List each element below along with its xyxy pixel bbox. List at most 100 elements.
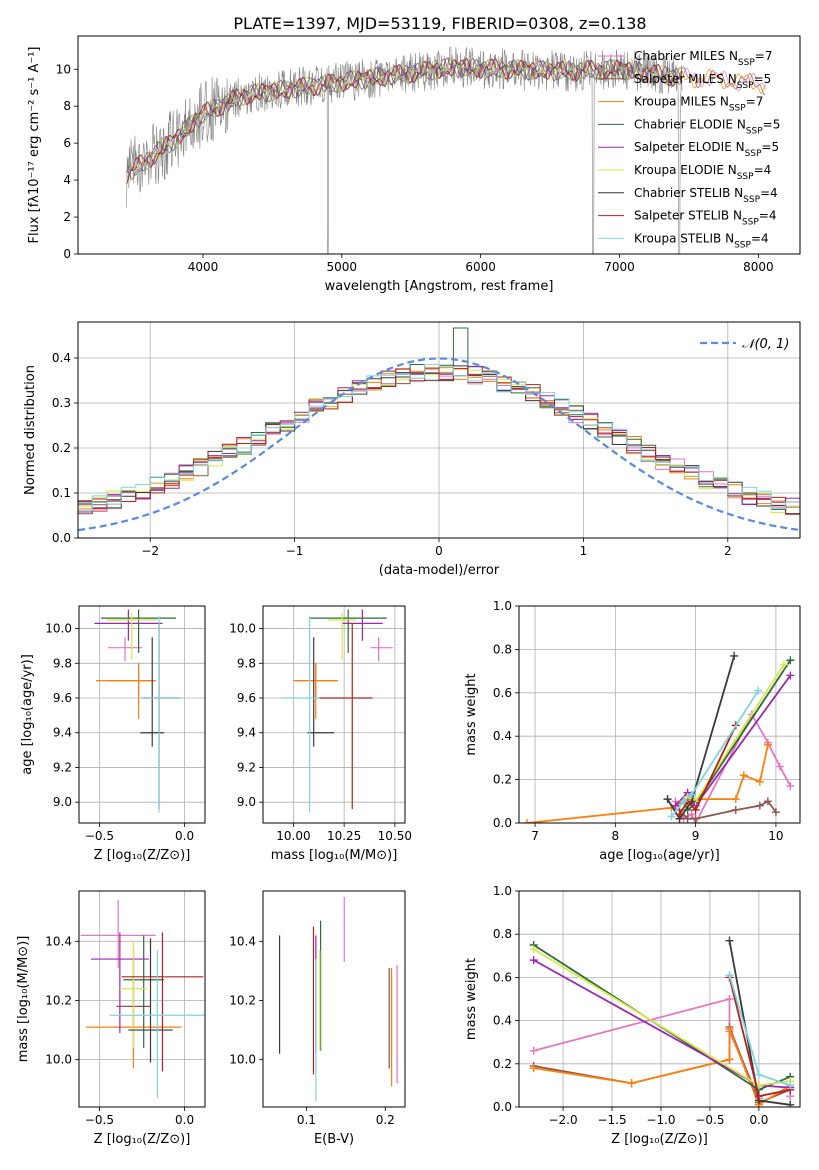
y-tick-label: 6 xyxy=(63,136,71,150)
plot-frame xyxy=(77,35,801,255)
plot-area xyxy=(523,651,795,823)
mass-weight-marker xyxy=(725,1055,734,1064)
x-tick-label: 0 xyxy=(435,544,443,558)
legend-label: Salpeter ELODIE NSSP=5 xyxy=(634,140,779,159)
y-axis-label: Normed distribution xyxy=(23,365,38,495)
plot-area xyxy=(281,609,393,813)
y-tick-label: 10.4 xyxy=(45,934,72,948)
mass-weight-marker xyxy=(763,740,772,749)
legend-label: Salpeter STELIB NSSP=4 xyxy=(634,209,776,228)
mass-weight-marker xyxy=(731,805,740,814)
mass-weight-marker xyxy=(771,808,780,817)
mass-weight-line xyxy=(682,659,792,812)
mass-weight-marker xyxy=(755,777,764,786)
mass-weight-marker xyxy=(529,945,538,954)
x-tick-label: 5000 xyxy=(327,260,358,274)
y-tick-label: 2 xyxy=(63,210,71,224)
x-tick-label: −2.0 xyxy=(548,1113,577,1127)
mass-weight-marker xyxy=(786,671,795,680)
x-tick-label: 8 xyxy=(612,829,620,843)
x-tick-label: 10.00 xyxy=(276,829,310,843)
plot-frame xyxy=(78,605,206,824)
x-tick-label: 10.50 xyxy=(378,829,412,843)
x-tick-label: 0.0 xyxy=(749,1113,768,1127)
mass-weight-marker xyxy=(786,656,795,665)
y-tick-label: 0.0 xyxy=(493,1100,512,1114)
x-tick-label: −2 xyxy=(141,544,159,558)
x-tick-label: 2 xyxy=(724,544,732,558)
y-axis-label: mass weight xyxy=(464,958,479,1040)
plot-area xyxy=(529,936,795,1107)
mass-weight-marker xyxy=(529,1046,538,1055)
legend-label: Chabrier ELODIE NSSP=5 xyxy=(634,117,780,136)
x-axis-label: age [log₁₀(age/yr)] xyxy=(599,848,720,863)
y-tick-label: 0.2 xyxy=(493,1057,512,1071)
plot-frame xyxy=(77,321,801,539)
mass-weight-marker xyxy=(730,651,739,660)
mass-weight-line xyxy=(666,655,736,821)
y-tick-label: 8 xyxy=(63,99,71,113)
y-tick-label: 9.4 xyxy=(237,726,256,740)
mass-weight-marker xyxy=(687,810,696,819)
residual-histogram-panel: −2 −1 0 1 2 0.0 0.1 0.2 0.3 0.4 (data-model)/error… xyxy=(23,321,801,578)
mass-vs-extinction-panel: 0.1 0.2 10.0 10.2 10.4 E(B-V) xyxy=(229,890,406,1147)
y-tick-label: 1.0 xyxy=(493,599,512,613)
mass-weight-marker xyxy=(529,1064,538,1073)
y-tick-label: 10.2 xyxy=(45,993,72,1007)
y-tick-label: 9.8 xyxy=(53,656,72,670)
x-tick-label: 0.1 xyxy=(297,1113,316,1127)
mass-weight-marker xyxy=(687,790,696,799)
plot-area xyxy=(80,899,205,1099)
mass-weight-marker xyxy=(679,797,688,806)
residual-histogram-step xyxy=(78,363,800,512)
x-tick-label: −0.5 xyxy=(85,829,114,843)
mass-weight-marker xyxy=(683,814,692,823)
mass-weight-marker xyxy=(775,762,784,771)
x-tick-label: 0.2 xyxy=(376,1113,395,1127)
mass-weight-marker xyxy=(754,686,763,695)
x-axis-label: Z [log₁₀(Z/Z⊙)] xyxy=(94,1132,191,1147)
mass-weight-marker xyxy=(731,795,740,804)
y-tick-label: 10.2 xyxy=(229,993,256,1007)
x-tick-label: −1.0 xyxy=(646,1113,675,1127)
model-spectrum-line xyxy=(126,58,683,185)
mass-weight-marker xyxy=(786,782,795,791)
x-tick-label: 8000 xyxy=(743,260,774,274)
x-axis-label: wavelength [Angstrom, rest frame] xyxy=(325,279,554,294)
y-tick-label: 10.4 xyxy=(229,934,256,948)
mass-weight-marker xyxy=(627,1079,636,1088)
x-tick-label: −0.5 xyxy=(85,1113,114,1127)
y-tick-label: 4 xyxy=(63,173,71,187)
legend-label: Chabrier STELIB NSSP=4 xyxy=(634,186,778,205)
mass-weight-marker xyxy=(755,801,764,810)
mass-weight-marker xyxy=(663,795,672,804)
mass-weight-marker xyxy=(786,1081,795,1090)
age-vs-metallicity-panel: −0.5 0.0 9.0 9.2 9.4 9.6 9.8 10.0 Z [log₁₀(Z/Z⊙)… xyxy=(20,605,206,863)
legend-label: Kroupa MILES NSSP=7 xyxy=(634,95,763,114)
mass-weight-marker xyxy=(786,1100,795,1107)
y-tick-label: 0.1 xyxy=(52,486,71,500)
mass-weight-marker xyxy=(725,971,734,980)
x-axis-label: (data-model)/error xyxy=(379,563,500,578)
y-tick-label: 9.4 xyxy=(53,726,72,740)
x-tick-label: 4000 xyxy=(188,260,219,274)
y-tick-label: 1.0 xyxy=(493,884,512,898)
mass-weight-line xyxy=(728,977,791,1098)
mass-weight-marker xyxy=(523,819,532,823)
x-tick-label: 10 xyxy=(768,829,783,843)
mass-weight-marker xyxy=(691,805,700,814)
figure-title: PLATE=1397, MJD=53119, FIBERID=0308, z=0… xyxy=(233,14,646,33)
x-axis-label: Z [log₁₀(Z/Z⊙)] xyxy=(94,848,191,863)
y-tick-label: 0.4 xyxy=(52,351,71,365)
y-tick-label: 0.0 xyxy=(493,816,512,830)
mass-weight-marker xyxy=(725,1025,734,1034)
plot-frame xyxy=(518,890,801,1108)
residual-histogram-step xyxy=(78,368,800,515)
spectrum-panel: 4000 5000 6000 7000 8000 0 2 4 6 8 10 wavelength [A… xyxy=(27,35,801,294)
mass-weight-marker xyxy=(691,814,700,823)
x-tick-label: 0.0 xyxy=(175,1113,194,1127)
plot-frame xyxy=(262,890,406,1108)
mass-weight-line xyxy=(674,674,792,808)
y-axis-label: mass [log₁₀(M/M⊙)] xyxy=(16,936,31,1063)
